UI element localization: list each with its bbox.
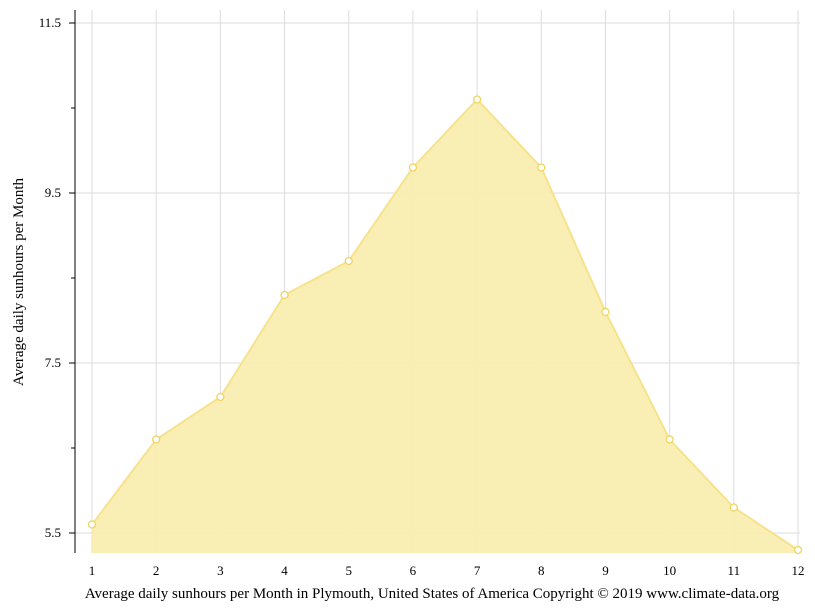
data-point bbox=[729, 503, 738, 512]
data-point bbox=[537, 163, 546, 172]
x-tick-labels: 1 2 3 4 5 6 7 8 9 10 11 12 bbox=[89, 563, 805, 578]
x-tick-label: 2 bbox=[153, 563, 160, 578]
x-tick-label: 8 bbox=[538, 563, 545, 578]
data-point bbox=[344, 256, 353, 266]
x-tick-label: 9 bbox=[602, 563, 609, 578]
area-fill bbox=[92, 99, 798, 553]
x-tick-label: 12 bbox=[792, 563, 805, 578]
y-tick-label: 5.5 bbox=[45, 525, 61, 540]
area-series bbox=[91, 98, 799, 553]
y-tick-label: 7.5 bbox=[45, 355, 61, 370]
area-line bbox=[91, 98, 799, 551]
data-point bbox=[152, 435, 161, 444]
data-point bbox=[216, 392, 225, 402]
x-tick-label: 3 bbox=[217, 563, 224, 578]
data-point bbox=[601, 307, 610, 317]
data-point bbox=[280, 290, 289, 300]
y-axis-title: Average daily sunhours per Month bbox=[11, 178, 27, 387]
x-tick-label: 7 bbox=[474, 563, 481, 578]
x-tick-label: 11 bbox=[728, 563, 741, 578]
data-markers bbox=[87, 95, 803, 555]
x-tick-label: 10 bbox=[663, 563, 676, 578]
x-tick-label: 6 bbox=[410, 563, 417, 578]
data-point bbox=[87, 520, 97, 529]
y-axis: 5.5 7.5 9.5 11.5 bbox=[39, 10, 76, 553]
chart-caption: Average daily sunhours per Month in Plym… bbox=[85, 586, 780, 602]
data-point bbox=[793, 545, 803, 555]
y-tick-label: 9.5 bbox=[45, 185, 61, 200]
x-tick-label: 4 bbox=[281, 563, 288, 578]
data-point bbox=[472, 95, 482, 104]
x-tick-label: 5 bbox=[345, 563, 352, 578]
y-tick-label: 11.5 bbox=[39, 15, 61, 30]
data-point bbox=[408, 163, 418, 172]
x-tick-label: 1 bbox=[89, 563, 96, 578]
data-point bbox=[665, 435, 674, 444]
